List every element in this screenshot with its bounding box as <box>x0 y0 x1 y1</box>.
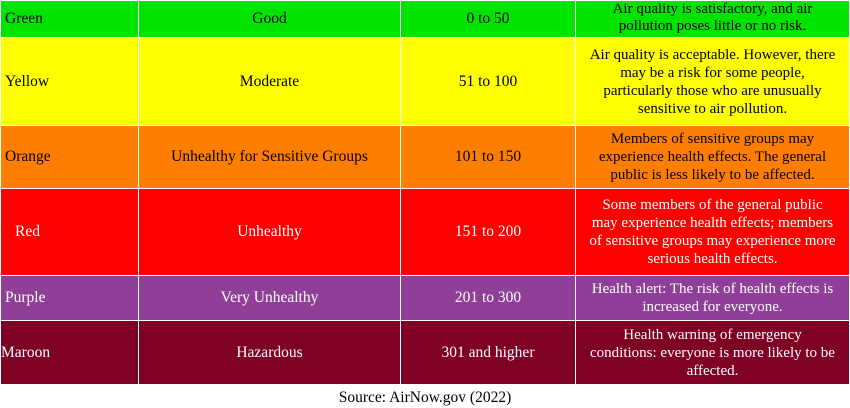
description-line: serious health effects. <box>647 251 778 267</box>
color-cell: Red <box>0 188 139 276</box>
description-line: increased for everyone. <box>642 299 783 315</box>
aqi-row-maroon: Maroon Hazardous 301 and higher Health w… <box>0 320 850 385</box>
description-line: of sensitive groups may experience more <box>589 233 836 249</box>
description-cell: Some members of the general public may e… <box>575 188 850 276</box>
range-cell: 101 to 150 <box>400 125 576 189</box>
aqi-row-green: Green Good 0 to 50 Air quality is satisf… <box>0 0 850 38</box>
aqi-table: Green Good 0 to 50 Air quality is satisf… <box>0 0 850 385</box>
description-line: Some members of the general public <box>602 197 823 213</box>
color-cell: Orange <box>0 125 139 189</box>
description-line: sensitive to air pollution. <box>637 100 788 117</box>
level-cell: Unhealthy <box>138 188 401 276</box>
aqi-row-red: Red Unhealthy 151 to 200 Some members of… <box>0 188 850 276</box>
range-cell: 51 to 100 <box>400 37 576 126</box>
description-line: Health warning of emergency <box>623 326 802 343</box>
description-line: Health alert: The risk of health effects… <box>591 281 834 297</box>
level-cell: Unhealthy for Sensitive Groups <box>138 125 401 189</box>
description-line: pollution poses little or no risk. <box>618 18 807 34</box>
description-line: may be a risk for some people, <box>620 64 805 81</box>
description-cell: Air quality is satisfactory, and air pol… <box>575 0 850 38</box>
range-cell: 151 to 200 <box>400 188 576 276</box>
description-line: particularly those who are unusually <box>603 82 822 99</box>
range-cell: 301 and higher <box>400 320 576 385</box>
range-cell: 201 to 300 <box>400 275 576 321</box>
description-line: experience health effects. The general <box>598 149 827 165</box>
description-cell: Members of sensitive groups may experien… <box>575 125 850 189</box>
description-line: public is less likely to be affected. <box>610 167 815 183</box>
description-cell: Air quality is acceptable. However, ther… <box>575 37 850 126</box>
range-cell: 0 to 50 <box>400 0 576 38</box>
level-cell: Good <box>138 0 401 38</box>
aqi-row-yellow: Yellow Moderate 51 to 100 Air quality is… <box>0 37 850 126</box>
description-line: Air quality is satisfactory, and air <box>612 1 813 18</box>
color-cell: Yellow <box>0 37 139 126</box>
description-cell: Health alert: The risk of health effects… <box>575 275 850 321</box>
description-line: may experience health effects; members <box>591 215 834 231</box>
source-caption: Source: AirNow.gov (2022) <box>338 389 512 406</box>
color-cell: Green <box>0 0 139 38</box>
description-cell: Health warning of emergency conditions: … <box>575 320 850 385</box>
aqi-row-orange: Orange Unhealthy for Sensitive Groups 10… <box>0 125 850 189</box>
description-line: affected. <box>686 362 739 379</box>
color-cell: Purple <box>0 275 139 321</box>
level-cell: Hazardous <box>138 320 401 385</box>
level-cell: Very Unhealthy <box>138 275 401 321</box>
aqi-row-purple: Purple Very Unhealthy 201 to 300 Health … <box>0 275 850 321</box>
description-line: conditions: everyone is more likely to b… <box>590 344 835 361</box>
description-line: Air quality is acceptable. However, ther… <box>589 46 836 63</box>
color-cell: Maroon <box>0 320 139 385</box>
level-cell: Moderate <box>138 37 401 126</box>
description-line: Members of sensitive groups may <box>610 131 815 147</box>
